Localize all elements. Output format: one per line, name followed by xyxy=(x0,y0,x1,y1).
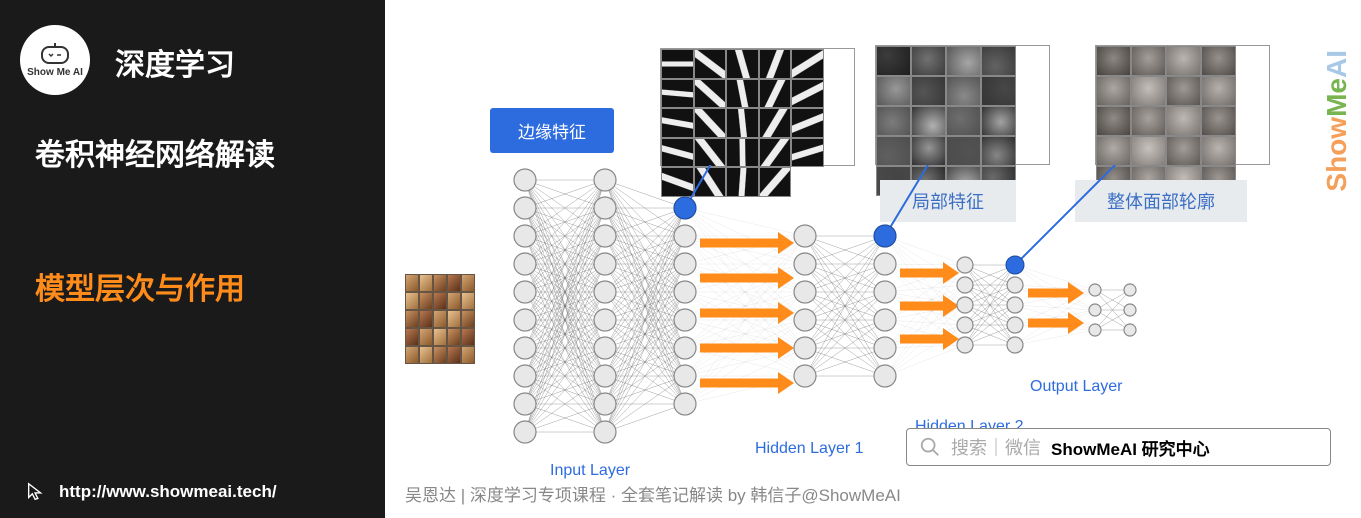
title-line-1: 深度学习 xyxy=(115,40,235,84)
search-icon xyxy=(919,436,941,458)
url-text[interactable]: http://www.showmeai.tech/ xyxy=(59,482,277,502)
robot-icon xyxy=(39,43,71,65)
cursor-icon xyxy=(25,481,47,503)
footer-credit: 吴恩达 | 深度学习专项课程 · 全套笔记解读 by 韩信子@ShowMeAI xyxy=(405,481,901,506)
layer-label-1: Hidden Layer 1 xyxy=(755,440,864,458)
search-box[interactable]: 搜索｜微信 ShowMeAI 研究中心 xyxy=(906,428,1331,466)
url-row: http://www.showmeai.tech/ xyxy=(25,481,277,503)
title-line-3: 模型层次与作用 xyxy=(35,264,365,308)
main-diagram: 边缘特征局部特征整体面部轮廓 Input LayerHidden Layer 1… xyxy=(385,0,1361,518)
watermark: ShowMeAI xyxy=(1321,50,1353,192)
search-placeholder: 搜索｜微信 xyxy=(951,434,1041,460)
feature-label-0: 边缘特征 xyxy=(490,108,614,153)
layer-label-0: Input Layer xyxy=(550,462,630,480)
search-bold-text: ShowMeAI 研究中心 xyxy=(1051,435,1210,460)
feature-grid-0 xyxy=(660,48,855,166)
logo-badge: Show Me AI xyxy=(20,25,90,95)
logo-row: Show Me AI 深度学习 xyxy=(20,25,365,95)
layer-label-3: Output Layer xyxy=(1030,378,1123,396)
logo-text: Show Me AI xyxy=(27,67,83,78)
feature-grid-2 xyxy=(1095,45,1270,165)
title-line-2: 卷积神经网络解读 xyxy=(35,130,365,174)
sidebar: Show Me AI 深度学习 卷积神经网络解读 模型层次与作用 http://… xyxy=(0,0,385,518)
feature-grid-1 xyxy=(875,45,1050,165)
